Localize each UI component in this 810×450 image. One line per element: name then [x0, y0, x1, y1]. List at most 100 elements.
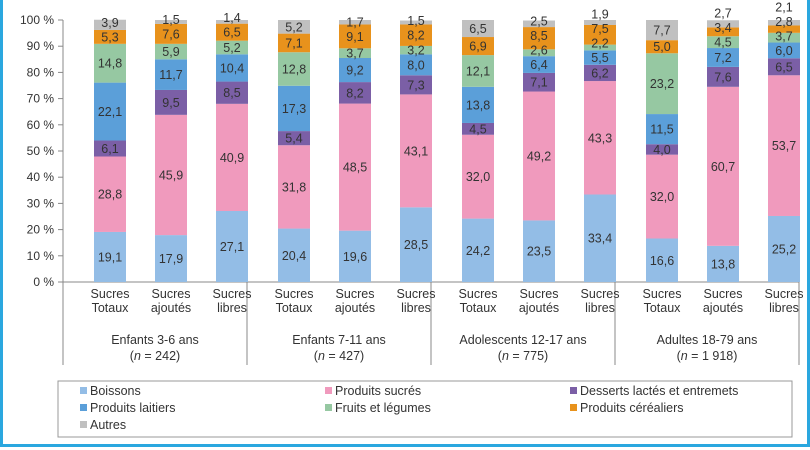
bar-segment [400, 94, 432, 208]
group-n-label: (n = 242) [130, 349, 180, 363]
data-label: 5,3 [101, 30, 118, 44]
data-label: 4,0 [653, 143, 670, 157]
data-label: 5,0 [653, 40, 670, 54]
legend-swatch [80, 421, 87, 428]
bar-segment [584, 81, 616, 195]
data-label: 2,8 [775, 15, 792, 29]
bar-label: Totaux [460, 301, 498, 315]
bar-label: Sucres [520, 287, 559, 301]
bar-segment [462, 37, 494, 56]
y-tick-label: 90 % [27, 39, 55, 53]
bar-segment [768, 32, 800, 43]
bar-segment [278, 20, 310, 34]
bar-segment [462, 122, 494, 135]
y-tick-label: 20 % [27, 223, 55, 237]
legend-swatch [570, 387, 577, 394]
bar-segment [216, 23, 248, 41]
bar-segment [278, 52, 310, 86]
data-label: 45,9 [159, 168, 183, 182]
data-label: 8,2 [407, 29, 424, 43]
bar-segment [646, 20, 678, 41]
data-label: 10,4 [220, 61, 244, 75]
bar-segment [646, 40, 678, 54]
bar-label: Sucres [397, 287, 436, 301]
y-tick-label: 40 % [27, 170, 55, 184]
bar-label: Sucres [459, 287, 498, 301]
data-label: 6,2 [591, 66, 608, 80]
group-n-label: (n = 1 918) [677, 349, 738, 363]
data-label: 14,8 [98, 57, 122, 71]
bar-segment [339, 57, 371, 83]
bar-segment [523, 72, 555, 92]
group-label: Adolescents 12-17 ans [459, 333, 586, 347]
bar-segment [707, 245, 739, 282]
bar-segment [155, 59, 187, 90]
bar-segment [523, 91, 555, 221]
bar-segment [400, 45, 432, 55]
data-label: 8,0 [407, 58, 424, 72]
data-label: 48,5 [343, 161, 367, 175]
bar-segment [523, 20, 555, 28]
data-label: 1,9 [591, 8, 608, 22]
bar-segment [400, 207, 432, 282]
data-label: 20,4 [282, 249, 306, 263]
data-label: 32,0 [650, 190, 674, 204]
data-label: 8,5 [530, 29, 547, 43]
bar-segment [155, 43, 187, 60]
bar-segment [768, 25, 800, 33]
y-tick-label: 70 % [27, 92, 55, 106]
bar-segment [768, 20, 800, 26]
bar-segment [278, 131, 310, 146]
y-tick-label: 80 % [27, 65, 55, 79]
data-label: 12,8 [282, 62, 306, 76]
data-label: 4,5 [714, 36, 731, 50]
y-tick-label: 10 % [27, 249, 55, 263]
bar-segment [216, 54, 248, 82]
group-n-label: (n = 775) [498, 349, 548, 363]
bar-segment [155, 20, 187, 24]
bar-segment [523, 220, 555, 282]
bar-segment [462, 55, 494, 87]
bar-segment [462, 218, 494, 282]
legend-label: Autres [90, 418, 126, 432]
bar-segment [646, 154, 678, 239]
data-label: 11,7 [159, 68, 182, 82]
bar-segment [94, 19, 126, 30]
bar-segment [646, 238, 678, 282]
bar-segment [400, 20, 432, 25]
bar-segment [646, 53, 678, 115]
data-label: 13,8 [711, 257, 735, 271]
data-label: 13,8 [466, 98, 490, 112]
data-label: 6,5 [223, 26, 240, 40]
bar-segment [707, 66, 739, 87]
data-label: 23,5 [527, 245, 551, 259]
data-label: 5,9 [162, 45, 179, 59]
bar-segment [584, 44, 616, 51]
data-label: 7,7 [653, 24, 670, 38]
legend-label: Desserts lactés et entremets [580, 384, 738, 398]
data-label: 7,2 [714, 51, 731, 65]
bar-label: Sucres [91, 287, 130, 301]
bar-label: Totaux [644, 301, 682, 315]
data-label: 4,5 [469, 122, 486, 136]
bar-label: Sucres [704, 287, 743, 301]
data-label: 6,4 [530, 58, 547, 72]
bar-segment [768, 75, 800, 216]
data-label: 2,6 [530, 44, 547, 58]
legend-label: Fruits et légumes [335, 401, 431, 415]
bar-label: ajoutés [335, 301, 375, 315]
bar-segment [523, 49, 555, 57]
bar-segment [462, 20, 494, 38]
bar-segment [584, 50, 616, 65]
data-label: 1,5 [407, 14, 424, 28]
bar-segment [155, 114, 187, 236]
bar-label: libres [401, 301, 431, 315]
legend-swatch [325, 387, 332, 394]
data-label: 3,2 [407, 44, 424, 58]
bar-segment [216, 40, 248, 55]
bar-segment [400, 54, 432, 76]
bar-segment [523, 27, 555, 50]
data-label: 28,8 [98, 188, 122, 202]
bar-label: Sucres [152, 287, 191, 301]
legend-swatch [325, 404, 332, 411]
